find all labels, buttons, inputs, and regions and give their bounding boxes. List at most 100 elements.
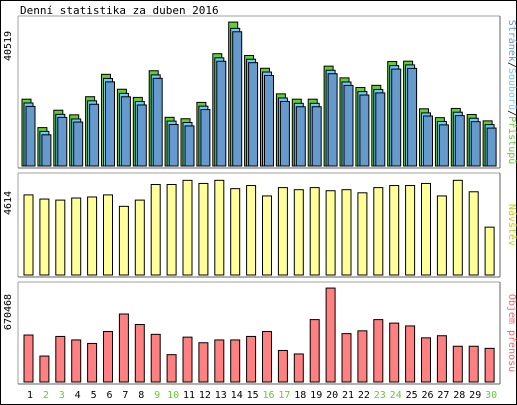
bar-navstevy-day-30 xyxy=(484,226,495,276)
bar-navstevy-day-8 xyxy=(134,199,145,276)
bar-stránek-day-12 xyxy=(200,109,211,167)
bar-stránek-day-9 xyxy=(152,77,163,167)
x-tick-label-day-13: 13 xyxy=(215,390,227,401)
panel-1-ymax-label: 40519 xyxy=(3,31,14,61)
bar-stránek-day-27 xyxy=(438,124,449,167)
panel-3-background xyxy=(18,282,500,384)
x-tick-label-day-22: 22 xyxy=(358,390,370,401)
bar-objem-day-29 xyxy=(468,345,479,383)
bar-objem-day-25 xyxy=(405,325,416,383)
x-tick-label-day-28: 28 xyxy=(453,390,465,401)
x-tick-label-day-12: 12 xyxy=(199,390,211,401)
legend-item: Souborů xyxy=(506,68,517,110)
bar-stránek-day-17 xyxy=(279,100,290,167)
bar-objem-day-3 xyxy=(55,335,66,383)
bar-navstevy-day-25 xyxy=(405,185,416,276)
bar-stránek-day-22 xyxy=(359,94,370,167)
panel-1-legend: Stránek/Souborů/Přístupů xyxy=(506,20,517,165)
bar-navstevy-day-2 xyxy=(39,198,50,276)
bar-navstevy-day-7 xyxy=(118,205,129,276)
x-tick-label-day-23: 23 xyxy=(374,390,386,401)
bar-navstevy-day-27 xyxy=(436,195,447,276)
bar-objem-day-10 xyxy=(166,354,177,383)
x-tick-label-day-20: 20 xyxy=(326,390,338,401)
bar-navstevy-day-20 xyxy=(325,190,336,276)
bar-navstevy-day-24 xyxy=(389,185,400,276)
bar-objem-day-15 xyxy=(246,335,257,383)
bar-navstevy-day-12 xyxy=(198,182,209,276)
bar-objem-day-11 xyxy=(182,336,193,383)
bar-objem-day-19 xyxy=(309,319,320,383)
bar-objem-day-4 xyxy=(71,339,82,383)
x-tick-label-day-10: 10 xyxy=(167,390,179,401)
bar-navstevy-day-11 xyxy=(182,179,193,276)
bar-objem-day-28 xyxy=(452,345,463,383)
bar-navstevy-day-28 xyxy=(452,179,463,276)
bar-stránek-day-16 xyxy=(264,74,274,167)
legend-item: Stránek xyxy=(506,20,517,62)
bar-objem-day-18 xyxy=(293,353,304,383)
x-tick-label-day-18: 18 xyxy=(294,390,306,401)
bar-objem-day-2 xyxy=(39,355,50,383)
bar-objem-day-20 xyxy=(325,287,336,383)
legend-item: / xyxy=(506,62,517,68)
x-tick-label-day-30: 30 xyxy=(485,390,497,401)
bar-objem-day-13 xyxy=(214,339,225,383)
legend-item: Objem přenosu xyxy=(506,294,517,372)
panel-3-ymax-label: 670468 xyxy=(3,294,14,330)
bar-stránek-day-25 xyxy=(407,67,418,167)
bar-objem-day-12 xyxy=(198,342,209,383)
x-tick-label-day-25: 25 xyxy=(406,390,418,401)
bar-stránek-day-11 xyxy=(184,125,195,167)
bar-objem-day-30 xyxy=(484,347,495,383)
bar-navstevy-day-4 xyxy=(71,197,82,276)
legend-item: Návštěv xyxy=(506,204,517,246)
bar-objem-day-23 xyxy=(373,319,384,383)
bar-stránek-day-20 xyxy=(327,73,338,167)
bar-stránek-day-19 xyxy=(311,106,322,167)
bar-stránek-day-26 xyxy=(423,115,433,167)
x-tick-label-day-21: 21 xyxy=(342,390,354,401)
bar-objem-day-22 xyxy=(357,330,368,383)
bar-objem-day-21 xyxy=(341,333,352,383)
legend-item: / xyxy=(506,110,517,116)
legend-item: Přístupů xyxy=(506,116,517,164)
x-tick-label-day-19: 19 xyxy=(310,390,322,401)
bar-stránek-day-7 xyxy=(120,96,131,167)
bar-stránek-day-3 xyxy=(57,116,68,167)
bar-stránek-day-6 xyxy=(105,81,115,167)
bar-objem-day-6 xyxy=(103,331,113,383)
bar-navstevy-day-22 xyxy=(357,192,368,276)
x-tick-label-day-11: 11 xyxy=(183,390,195,401)
x-tick-label-day-4: 4 xyxy=(75,390,81,401)
bar-navstevy-day-1 xyxy=(23,194,34,276)
x-tick-label-day-2: 2 xyxy=(43,390,49,401)
bar-stránek-day-2 xyxy=(41,134,52,167)
bar-objem-day-14 xyxy=(230,339,241,383)
bar-navstevy-day-18 xyxy=(293,189,304,276)
bar-navstevy-day-3 xyxy=(55,199,66,276)
x-tick-label-day-29: 29 xyxy=(469,390,481,401)
bar-objem-day-26 xyxy=(421,337,431,383)
panel-3-legend: Objem přenosu xyxy=(506,294,517,372)
bar-objem-day-9 xyxy=(150,333,161,383)
bar-navstevy-day-13 xyxy=(214,179,225,276)
x-tick-label-day-3: 3 xyxy=(59,390,65,401)
x-tick-label-day-17: 17 xyxy=(278,390,290,401)
bar-stránek-day-15 xyxy=(248,62,259,167)
bar-objem-day-24 xyxy=(389,322,400,383)
panel-2-legend: Návštěv xyxy=(506,204,517,246)
bar-stránek-day-4 xyxy=(73,121,84,167)
bar-navstevy-day-29 xyxy=(468,191,479,276)
bar-navstevy-day-21 xyxy=(341,189,352,276)
x-tick-label-day-16: 16 xyxy=(262,390,274,401)
bar-stránek-day-23 xyxy=(375,92,386,167)
bar-navstevy-day-14 xyxy=(230,188,241,276)
chart-title: Denní statistika za duben 2016 xyxy=(20,4,219,17)
x-tick-label-day-14: 14 xyxy=(231,390,243,401)
x-tick-label-day-24: 24 xyxy=(390,390,402,401)
bar-stránek-day-10 xyxy=(168,124,179,167)
bar-objem-day-1 xyxy=(23,334,34,383)
bar-navstevy-day-6 xyxy=(103,194,113,276)
